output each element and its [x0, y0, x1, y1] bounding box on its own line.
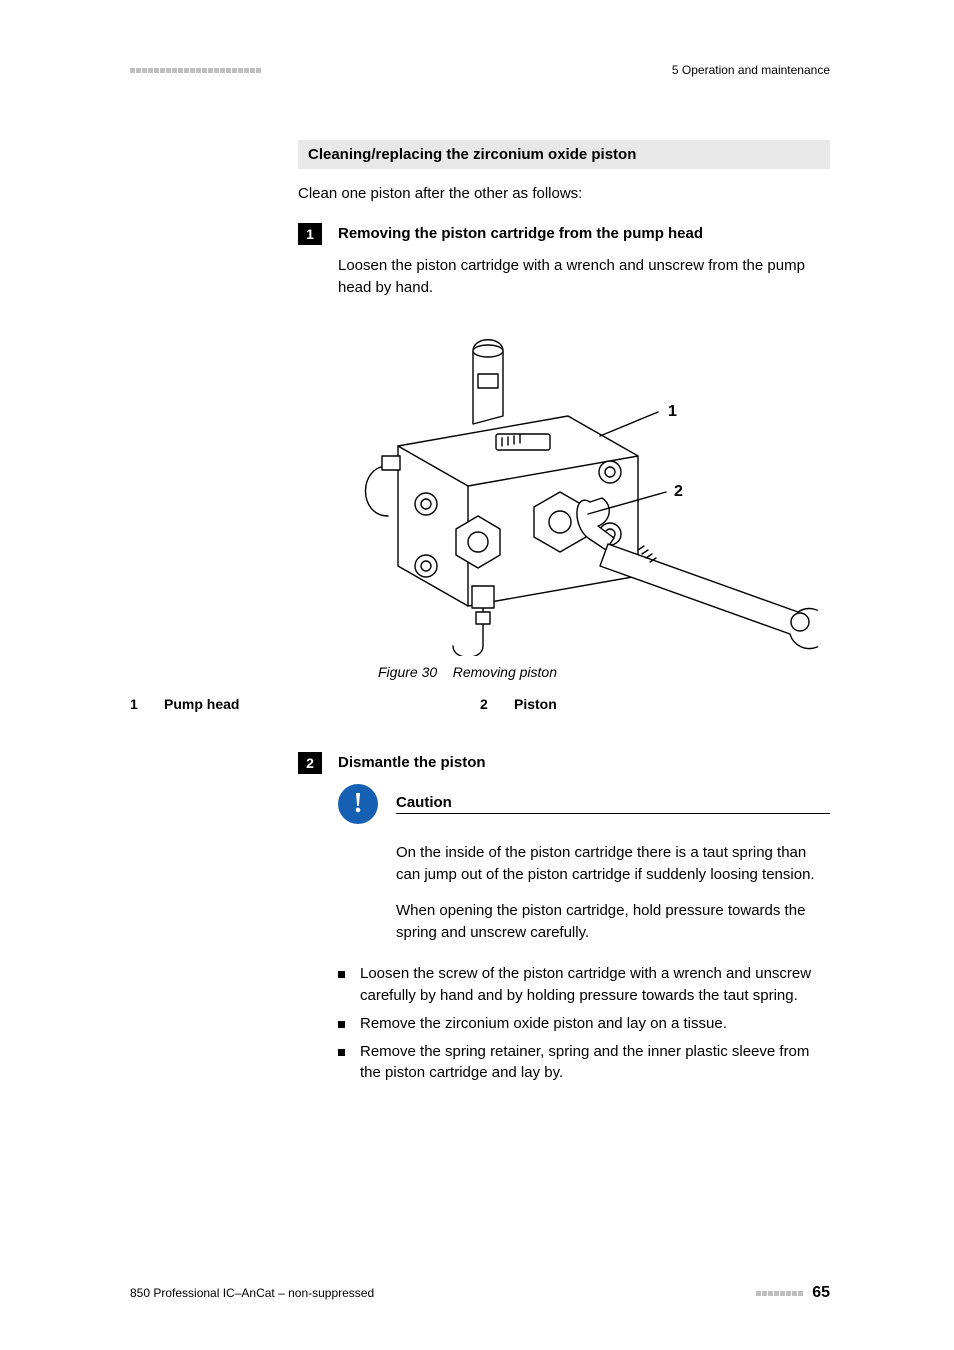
- list-item: Loosen the screw of the piston cartridge…: [338, 963, 830, 1007]
- list-item: Remove the zirconium oxide piston and la…: [338, 1013, 830, 1035]
- step-2-header: 2 Dismantle the piston: [298, 752, 830, 774]
- caution-text-1: On the inside of the piston cartridge th…: [396, 842, 830, 886]
- figure-caption: Figure 30 Removing piston: [378, 664, 830, 680]
- step-title: Dismantle the piston: [338, 752, 486, 774]
- legend-num-2: 2: [480, 696, 494, 712]
- page-footer: 850 Professional IC–AnCat – non-suppress…: [130, 1284, 830, 1302]
- caution-text-2: When opening the piston cartridge, hold …: [396, 900, 830, 944]
- figure-caption-text: Removing piston: [453, 664, 557, 680]
- figure-caption-prefix: Figure 30: [378, 664, 437, 680]
- figure-callout-1: 1: [668, 403, 677, 420]
- pump-diagram: 1 2: [338, 316, 818, 656]
- step-1-body: Loosen the piston cartridge with a wrenc…: [338, 255, 830, 299]
- step-2-bullets: Loosen the screw of the piston cartridge…: [338, 963, 830, 1084]
- header-decor: [130, 68, 262, 73]
- page-number: 65: [812, 1284, 830, 1302]
- figure-callout-2: 2: [674, 483, 683, 500]
- legend-label-1: Pump head: [164, 696, 239, 712]
- caution-icon: !: [338, 784, 378, 824]
- footer-decor: [756, 1291, 804, 1296]
- page-header: 5 Operation and maintenance: [130, 60, 830, 80]
- chapter-reference: 5 Operation and maintenance: [672, 63, 830, 77]
- figure-legend: 1 Pump head 2 Piston: [130, 696, 830, 712]
- caution-label: Caution: [396, 794, 830, 814]
- step-number: 2: [298, 752, 322, 774]
- figure-30: 1 2: [338, 316, 830, 656]
- step-1-header: 1 Removing the piston cartridge from the…: [298, 223, 830, 245]
- legend-num-1: 1: [130, 696, 144, 712]
- list-item: Remove the spring retainer, spring and t…: [338, 1041, 830, 1085]
- caution-callout: ! Caution On the inside of the piston ca…: [338, 784, 830, 943]
- legend-label-2: Piston: [514, 696, 557, 712]
- step-title: Removing the piston cartridge from the p…: [338, 223, 703, 245]
- footer-doc-title: 850 Professional IC–AnCat – non-suppress…: [130, 1286, 374, 1300]
- section-heading: Cleaning/replacing the zirconium oxide p…: [298, 140, 830, 169]
- intro-text: Clean one piston after the other as foll…: [298, 183, 830, 205]
- step-number: 1: [298, 223, 322, 245]
